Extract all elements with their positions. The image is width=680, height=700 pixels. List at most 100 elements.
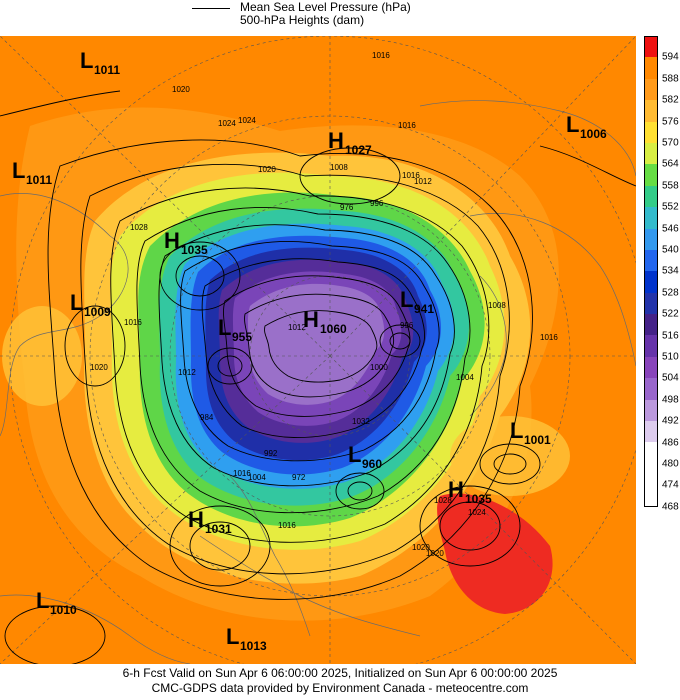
pressure-system: H 1035 [164, 228, 208, 257]
map-legend: Mean Sea Level Pressure (hPa) 500-hPa He… [0, 0, 680, 36]
colorbar-swatch [644, 207, 658, 229]
isobar-label: 1020 [412, 543, 430, 552]
pressure-system-letter: L [226, 624, 239, 649]
pressure-system-letter: L [348, 442, 361, 467]
colorbar-swatch [644, 78, 658, 101]
isobar-label: 1024 [468, 508, 486, 517]
colorbar [644, 36, 658, 507]
colorbar-swatch [644, 271, 658, 293]
pressure-system-value: 1011 [26, 173, 52, 187]
pressure-system-letter: L [36, 588, 49, 613]
isobar-label: 1028 [434, 496, 452, 505]
isobar-label: 1028 [130, 223, 148, 232]
isobar-label: 1012 [414, 177, 432, 186]
colorbar-swatch [644, 335, 658, 357]
colorbar-swatch [644, 57, 658, 79]
colorbar-tick-label: 594 [662, 51, 679, 63]
isobar-label: 1012 [288, 323, 306, 332]
isobar-label: 1020 [426, 549, 444, 558]
pressure-system: L 1010 [36, 588, 77, 617]
field-480 [247, 283, 385, 405]
pressure-system-letter: H [164, 228, 180, 253]
colorbar-tick-label: 528 [662, 287, 679, 299]
colorbar-swatch [644, 378, 658, 400]
colorbar-swatch [644, 228, 658, 250]
isobar-label: 996 [400, 321, 414, 330]
pressure-system-value: 955 [232, 330, 252, 344]
isobar-label: 976 [340, 203, 354, 212]
field-594 [437, 493, 553, 614]
isobar-label: 1000 [370, 363, 388, 372]
pressure-system-letter: H [303, 307, 319, 332]
colorbar-swatch [644, 356, 658, 379]
lat-lon-grid [0, 36, 636, 664]
data-credit-text: CMC-GDPS data provided by Environment Ca… [151, 681, 529, 695]
pressure-system-value: 1010 [50, 603, 77, 617]
pressure-system: L 941 [400, 287, 434, 316]
isobar-label: 1016 [124, 318, 142, 327]
pressure-system-letter: H [448, 477, 464, 502]
isobar-label: 1004 [456, 373, 474, 382]
isobar-label: 992 [264, 449, 278, 458]
field-576-east [450, 416, 570, 496]
isobar-label: 1024 [218, 119, 236, 128]
isobar-label: 1024 [238, 116, 256, 125]
colorbar-swatch [644, 185, 658, 208]
colorbar-tick-label: 540 [662, 244, 679, 256]
colorbar-tick-label: 552 [662, 201, 679, 213]
isobar-label: 1020 [172, 85, 190, 94]
colorbar-tick-label: 480 [662, 458, 679, 470]
colorbar-swatch [644, 164, 658, 186]
pressure-system-value: 1035 [181, 243, 208, 257]
polar-stereographic-map: 1016102010241028102410161020996101210161… [0, 36, 636, 664]
pressure-system-value: 1035 [465, 492, 492, 506]
isobar-label: 1016 [398, 121, 416, 130]
colorbar-swatch [644, 292, 658, 315]
forecast-valid-text: 6-h Fcst Valid on Sun Apr 6 06:00:00 202… [122, 666, 558, 680]
colorbar-tick-label: 492 [662, 415, 679, 427]
colorbar-swatch [644, 314, 658, 336]
pressure-system: L 1006 [566, 112, 607, 141]
colorbar-swatch [644, 249, 658, 272]
pressure-system: H 1027 [328, 128, 372, 157]
isobar-label: 996 [370, 199, 384, 208]
colorbar-swatch [644, 100, 658, 122]
colorbar-tick-label: 486 [662, 437, 679, 449]
isobar-label: 1008 [488, 301, 506, 310]
colorbar-tick-label: 474 [662, 479, 679, 491]
map-footer: 6-h Fcst Valid on Sun Apr 6 06:00:00 202… [0, 666, 680, 696]
pressure-system: H 1060 [303, 307, 347, 336]
colorbar-tick-label: 522 [662, 308, 679, 320]
pressure-system-value: 1009 [84, 305, 111, 319]
isobar-label: 1020 [90, 363, 108, 372]
pressure-system-value: 1011 [94, 63, 120, 77]
pressure-system: L 1011 [12, 158, 52, 187]
colorbar-tick-label: 588 [662, 73, 679, 85]
height-fields [0, 36, 636, 664]
isobar-labels: 1016102010241028102410161020996101210161… [90, 51, 558, 558]
colorbar-tick-label: 564 [662, 158, 679, 170]
colorbar-swatch [644, 142, 658, 165]
colorbar-swatch [644, 463, 658, 486]
pressure-system: L 955 [218, 315, 252, 344]
pressure-system-value: 1027 [345, 143, 372, 157]
colorbar-tick-label: 558 [662, 180, 679, 192]
isobar-label: 1008 [330, 163, 348, 172]
pressure-system-value: 960 [362, 457, 382, 471]
pressure-system: L 1001 [510, 418, 551, 447]
pressure-system: H 1031 [188, 507, 232, 536]
pressure-system-letter: H [188, 507, 204, 532]
pressure-system-value: 941 [414, 302, 434, 316]
colorbar-tick-label: 570 [662, 137, 679, 149]
colorbar-tick-label: 516 [662, 330, 679, 342]
isobar-label: 1016 [402, 171, 420, 180]
pressure-system-value: 1013 [240, 639, 267, 653]
isobar-label: 1012 [178, 368, 196, 377]
colorbar-tick-label: 498 [662, 394, 679, 406]
pressure-system-letter: L [12, 158, 25, 183]
isobar-label: 1016 [278, 521, 296, 530]
pressure-system-value: 1031 [205, 522, 232, 536]
pressure-system-letter: L [400, 287, 413, 312]
colorbar-swatch [644, 399, 658, 422]
